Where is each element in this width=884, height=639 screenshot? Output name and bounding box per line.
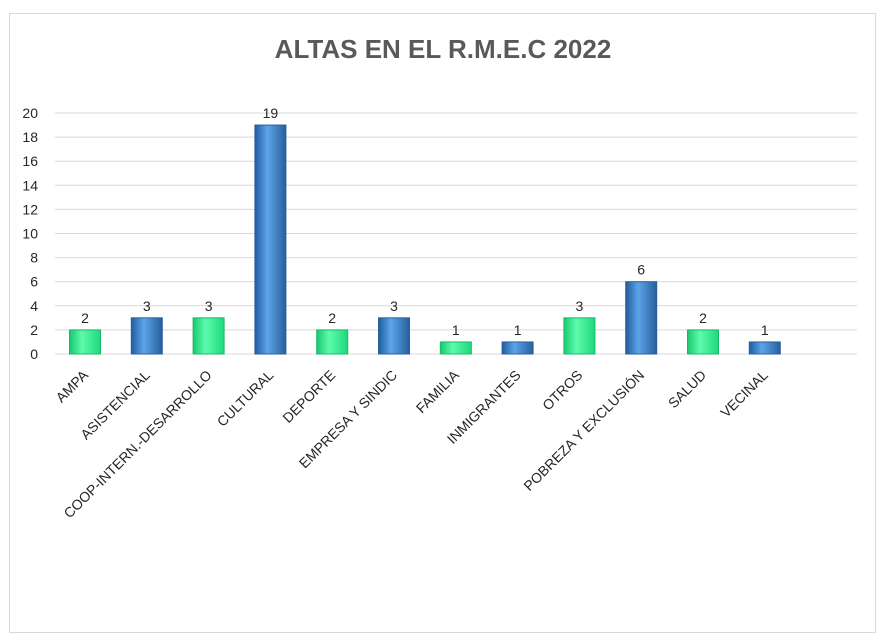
bar [563,317,596,355]
data-label: 3 [205,298,213,314]
y-tick-label: 12 [22,201,38,217]
data-label: 1 [761,322,769,338]
y-tick-label: 4 [30,298,38,314]
category-label: FAMILIA [413,366,463,416]
y-tick-label: 0 [30,346,38,362]
y-tick-label: 6 [30,274,38,290]
y-axis-ticks: 0 2 4 6 8 10 12 14 16 18 20 [22,105,38,362]
bar [625,281,658,355]
y-tick-label: 10 [22,226,38,242]
category-label: CULTURAL [214,367,277,430]
category-label: SALUD [665,367,709,411]
category-label: DEPORTE [279,367,338,426]
bar [130,317,163,355]
category-label: VECINAL [717,367,771,421]
data-label: 2 [81,310,89,326]
y-tick-label: 2 [30,322,38,338]
bar [254,124,287,355]
bar [192,317,225,355]
bar [687,329,719,355]
y-tick-label: 20 [22,105,38,121]
category-label: AMPA [52,366,91,405]
bar [378,317,410,355]
bar [69,329,101,355]
bars [69,124,781,355]
data-label: 1 [452,322,460,338]
data-label: 3 [576,298,584,314]
category-labels: AMPAASISTENCIALCOOP-INTERN.-DESARROLLOCU… [52,366,771,521]
bar [316,329,349,355]
data-label: 19 [263,105,279,121]
y-tick-label: 16 [22,153,38,169]
gridlines [55,112,857,355]
data-label: 3 [390,298,398,314]
y-tick-label: 14 [22,177,38,193]
data-labels: 2 3 3 19 2 3 1 1 3 6 2 1 [81,105,769,338]
data-label: 2 [699,310,707,326]
category-label: POBREZA Y EXCLUSIÓN [520,367,647,494]
y-tick-label: 18 [22,129,38,145]
bar [439,341,472,355]
chart-title: ALTAS EN EL R.M.E.C 2022 [275,34,612,64]
bar [748,341,781,355]
data-label: 2 [328,310,336,326]
data-label: 6 [637,262,645,278]
data-label: 1 [514,322,522,338]
y-tick-label: 8 [30,250,38,266]
category-label: OTROS [539,367,586,414]
data-label: 3 [143,298,151,314]
bar [501,341,534,355]
